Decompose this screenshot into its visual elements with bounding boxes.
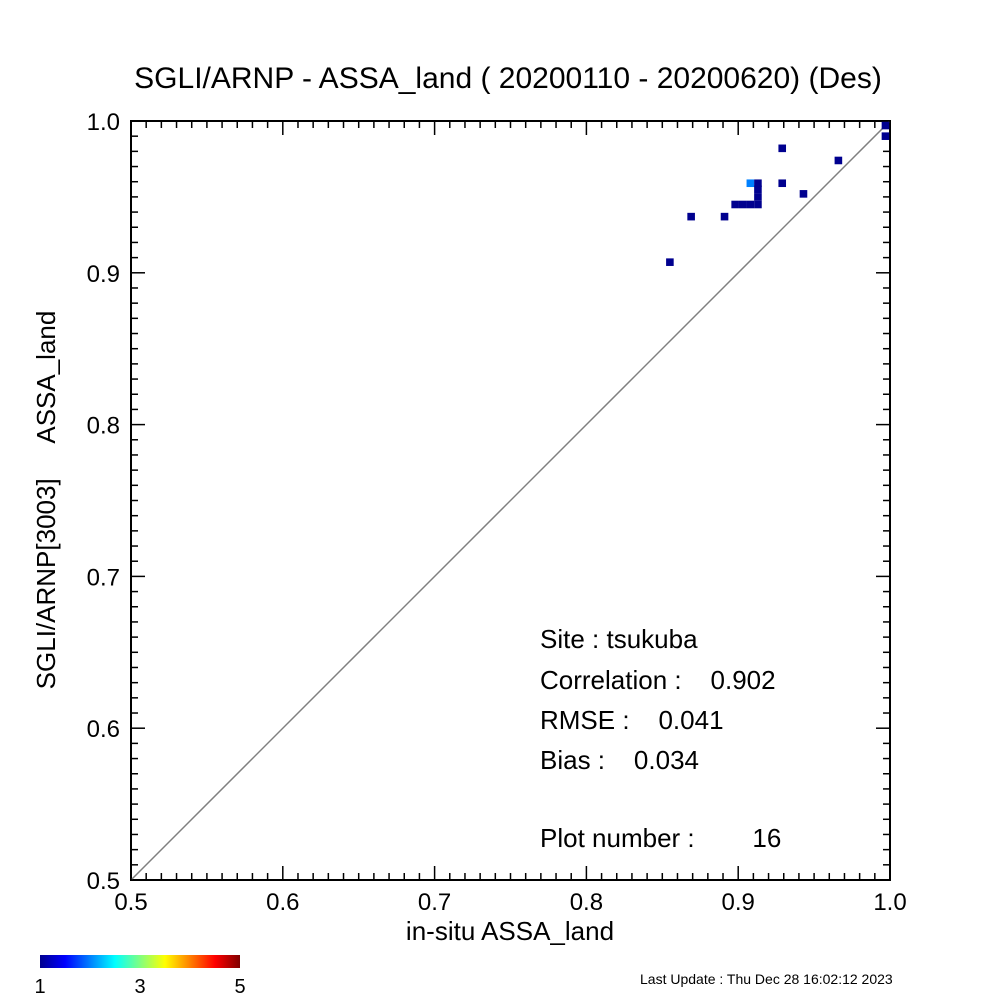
axis-ticks (130, 120, 891, 881)
x-tick-label: 1.0 (873, 889, 906, 916)
stat-plot-number: Plot number : 16 (540, 823, 781, 853)
density-cell (754, 200, 762, 209)
colorbar-label-max: 5 (234, 976, 245, 998)
stats-box: Site : tsukuba Correlation : 0.902 RMSE … (540, 624, 781, 853)
density-cell (754, 193, 762, 201)
x-tick-labels: 0.5 0.6 0.7 0.8 0.9 1.0 (114, 889, 906, 916)
y-tick-label: 0.6 (87, 716, 120, 743)
colorbar: 1 3 5 (34, 955, 246, 998)
density-cell (754, 179, 762, 188)
y-tick-label: 0.5 (87, 868, 120, 895)
x-tick-label: 0.8 (570, 889, 603, 916)
one-to-one-line (130, 120, 891, 881)
density-cell (666, 258, 674, 266)
density-cell (720, 212, 729, 221)
density-cell (834, 156, 843, 165)
y-tick-label: 0.7 (87, 564, 120, 591)
stat-bias: Bias : 0.034 (540, 745, 699, 775)
density-cell (746, 179, 755, 188)
y-tick-label: 1.0 (87, 109, 120, 136)
stat-rmse: RMSE : 0.041 (540, 705, 724, 735)
density-cell (778, 144, 787, 153)
colorbar-label-min: 1 (34, 976, 45, 998)
density-cell (687, 212, 695, 221)
density-cell (799, 190, 808, 198)
density-cell (778, 179, 787, 188)
density-cell (881, 121, 890, 130)
y-tick-labels: 0.5 0.6 0.7 0.8 0.9 1.0 (87, 109, 120, 895)
stat-site: Site : tsukuba (540, 624, 698, 654)
last-update-text: Last Update : Thu Dec 28 16:02:12 2023 (640, 971, 893, 987)
density-cell (746, 200, 755, 209)
colorbar-label-mid: 3 (134, 976, 145, 998)
density-cell (754, 185, 762, 194)
x-tick-label: 0.6 (266, 889, 299, 916)
stat-correlation: Correlation : 0.902 (540, 665, 776, 695)
x-tick-label: 0.9 (722, 889, 755, 916)
y-tick-label: 0.8 (87, 413, 120, 440)
density-cells (666, 121, 890, 266)
density-cell (738, 200, 747, 209)
x-tick-label: 0.5 (114, 889, 147, 916)
x-axis-label: in-situ ASSA_land (406, 916, 614, 946)
y-axis-label: SGLI/ARNP[3003] ASSA_land (31, 311, 61, 690)
colorbar-gradient (40, 955, 240, 968)
density-cell (881, 132, 890, 140)
chart-title: SGLI/ARNP - ASSA_land ( 20200110 - 20200… (134, 62, 882, 95)
x-tick-label: 0.7 (418, 889, 451, 916)
density-cell (731, 200, 739, 209)
y-tick-label: 0.9 (87, 261, 120, 288)
